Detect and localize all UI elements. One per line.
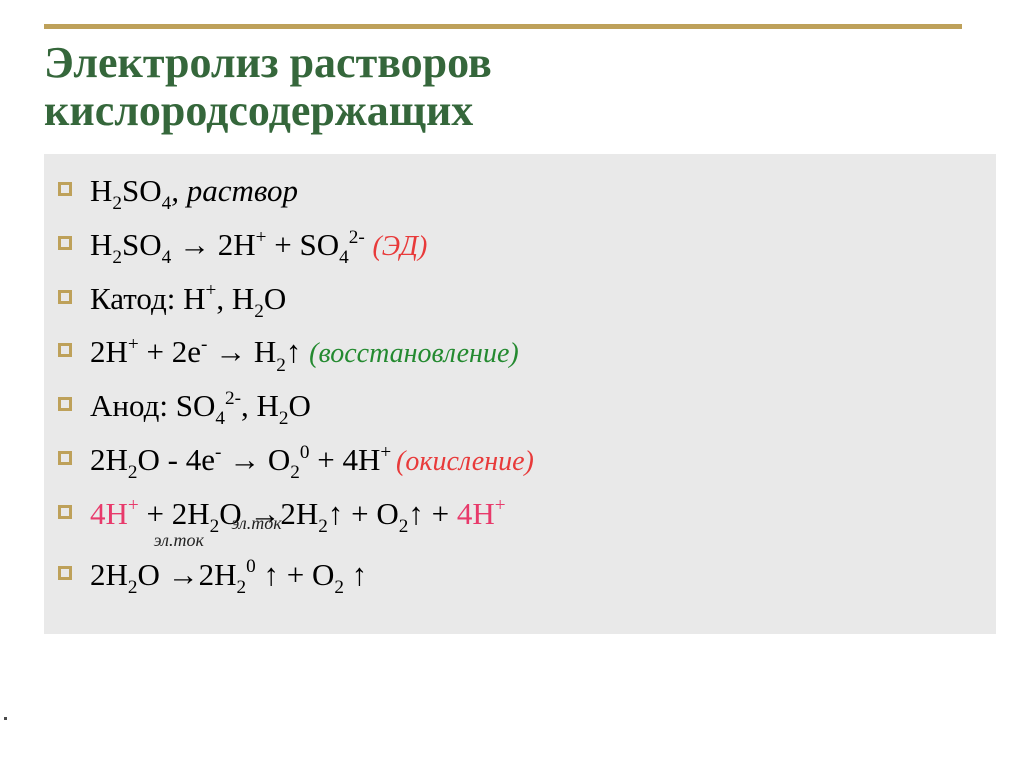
bullet-icon	[58, 236, 72, 250]
arrow-label-eltok: эл.ток	[154, 529, 204, 552]
line-2: H2SO4 → 2H+ + SO42- (ЭД)	[58, 225, 980, 270]
bullet-icon	[58, 182, 72, 196]
line-6: 2H2O - 4e- → O20 + 4H+ (окисление)	[58, 440, 980, 485]
line-text: Катод: H+, H2O	[90, 279, 980, 324]
bullet-icon	[58, 290, 72, 304]
line-4: 2H+ + 2e- → H2↑ (восстановление)	[58, 332, 980, 377]
line-text: H2SO4 → 2H+ + SO42- (ЭД)	[90, 225, 980, 270]
slide: Электролиз растворов кислородсодержащих …	[0, 0, 1024, 768]
line-text: H2SO4, раствор	[90, 171, 980, 216]
line-5: Анод: SO42-, H2O	[58, 386, 980, 431]
annotation-reduction: (восстановление)	[309, 338, 519, 369]
bullet-icon	[58, 397, 72, 411]
title-line-1: Электролиз растворов	[44, 39, 1024, 87]
line-text: Анод: SO42-, H2O	[90, 386, 980, 431]
decorative-dot	[4, 717, 7, 720]
bullet-icon	[58, 343, 72, 357]
line-text: 4H+ + 2H2O → эл.ток2H2↑ + O2↑ + 4H+	[90, 494, 980, 539]
title-line-2: кислородсодержащих	[44, 87, 1024, 135]
line-text: 2H+ + 2e- → H2↑ (восстановление)	[90, 332, 980, 377]
line-text: 2H2O - 4e- → O20 + 4H+ (окисление)	[90, 440, 980, 485]
bullet-icon	[58, 505, 72, 519]
annotation-oxidation: (окисление)	[396, 446, 534, 477]
annotation-ed: (ЭД)	[372, 231, 427, 262]
slide-title: Электролиз растворов кислородсодержащих	[44, 39, 1024, 134]
pink-term: 4H+	[90, 496, 139, 531]
line-text: 2H2O → эл.ток2H20 ↑ + O2 ↑	[90, 555, 980, 600]
content-box: H2SO4, раствор H2SO4 → 2H+ + SO42- (ЭД) …	[44, 154, 996, 634]
pink-term: 4H+	[457, 496, 506, 531]
title-block: Электролиз растворов кислородсодержащих	[0, 0, 1024, 144]
line-3: Катод: H+, H2O	[58, 279, 980, 324]
arrow-label-eltok: эл.ток	[231, 512, 281, 535]
title-rule	[44, 24, 962, 29]
line-1: H2SO4, раствор	[58, 171, 980, 216]
bullet-icon	[58, 451, 72, 465]
line-8: 2H2O → эл.ток2H20 ↑ + O2 ↑	[58, 555, 980, 600]
bullet-icon	[58, 566, 72, 580]
